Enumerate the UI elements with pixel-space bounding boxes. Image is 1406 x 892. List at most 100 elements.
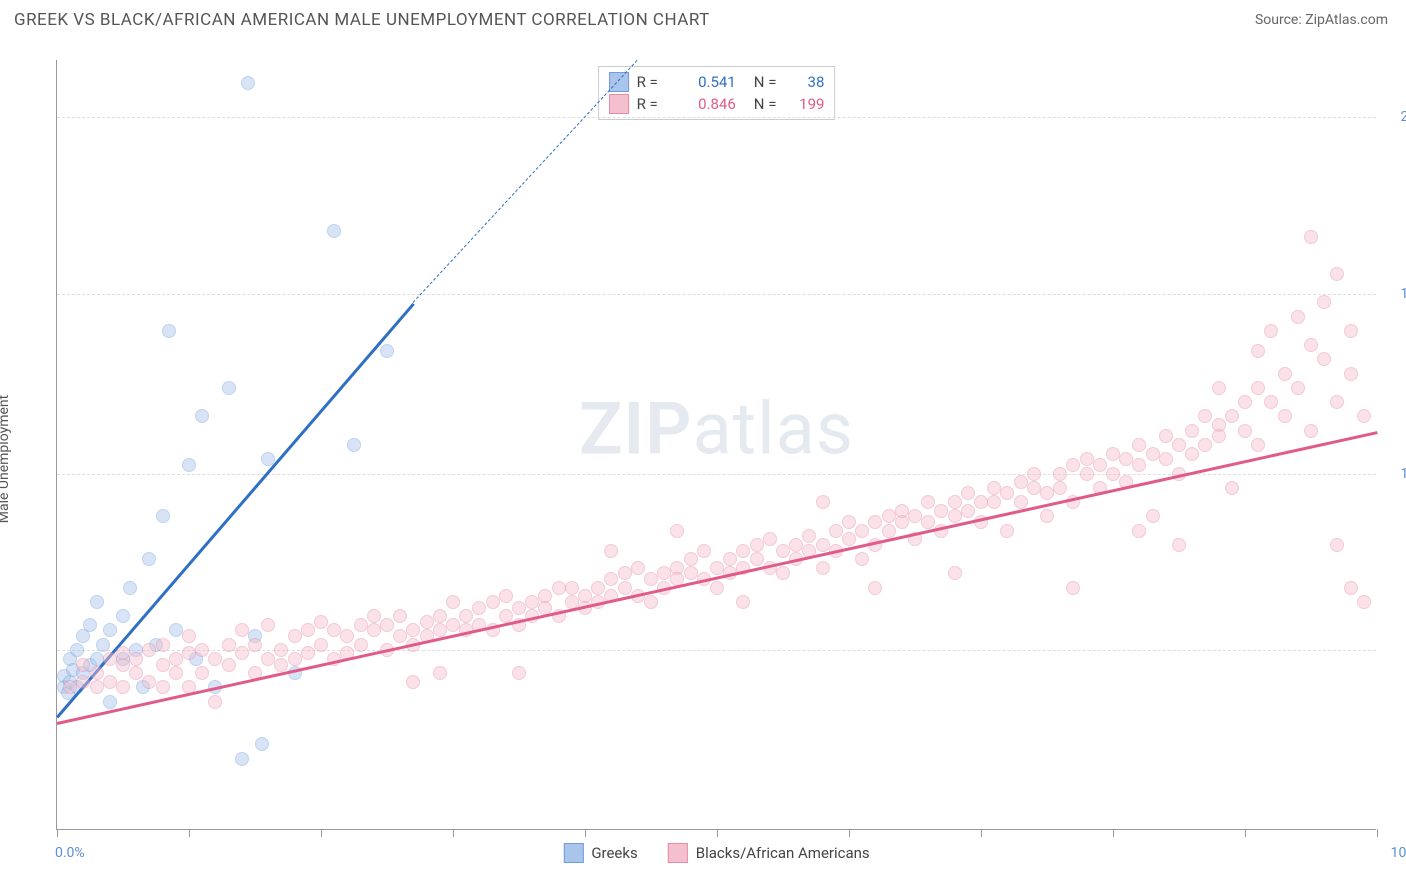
data-point — [1264, 395, 1278, 409]
data-point — [208, 652, 222, 666]
data-point — [156, 680, 170, 694]
data-point — [1132, 438, 1146, 452]
data-point — [70, 643, 84, 657]
data-point — [750, 552, 764, 566]
data-point — [750, 538, 764, 552]
data-point — [921, 515, 935, 529]
data-point — [1066, 581, 1080, 595]
data-point — [90, 680, 104, 694]
data-point — [1159, 429, 1173, 443]
data-point — [974, 495, 988, 509]
x-tick — [321, 829, 322, 837]
data-point — [182, 646, 196, 660]
data-point — [1251, 438, 1265, 452]
legend-swatch — [609, 72, 629, 92]
trend-line — [57, 431, 1378, 724]
data-point — [1119, 452, 1133, 466]
data-point — [868, 581, 882, 595]
data-point — [380, 344, 394, 358]
data-point — [116, 609, 130, 623]
data-point — [1317, 352, 1331, 366]
data-point — [116, 646, 130, 660]
data-point — [472, 601, 486, 615]
data-point — [1014, 495, 1028, 509]
data-point — [103, 623, 117, 637]
data-point — [618, 566, 632, 580]
data-point — [103, 675, 117, 689]
data-point — [723, 552, 737, 566]
data-point — [842, 515, 856, 529]
r-value: 0.541 — [666, 73, 736, 91]
data-point — [90, 595, 104, 609]
data-point — [83, 618, 97, 632]
legend-label: Greeks — [591, 844, 637, 862]
data-point — [1132, 524, 1146, 538]
data-point — [1330, 267, 1344, 281]
data-point — [1344, 581, 1358, 595]
correlation-legend: R =0.541N =38R =0.846N =199 — [598, 66, 836, 120]
data-point — [459, 609, 473, 623]
data-point — [1080, 452, 1094, 466]
data-point — [433, 666, 447, 680]
data-point — [908, 509, 922, 523]
legend-item: Greeks — [563, 843, 637, 863]
data-point — [1330, 395, 1344, 409]
data-point — [274, 658, 288, 672]
data-point — [1357, 595, 1371, 609]
data-point — [1225, 409, 1239, 423]
data-point — [433, 609, 447, 623]
legend-swatch — [668, 843, 688, 863]
x-tick — [981, 829, 982, 837]
data-point — [195, 666, 209, 680]
data-point — [499, 589, 513, 603]
data-point — [393, 609, 407, 623]
x-tick — [585, 829, 586, 837]
data-point — [433, 623, 447, 637]
data-point — [156, 658, 170, 672]
data-point — [367, 609, 381, 623]
data-point — [1330, 538, 1344, 552]
data-point — [987, 495, 1001, 509]
y-tick-label: 18.8% — [1400, 286, 1406, 302]
data-point — [182, 629, 196, 643]
data-point — [1000, 524, 1014, 538]
data-point — [314, 638, 328, 652]
data-point — [591, 581, 605, 595]
data-point — [241, 76, 255, 90]
data-point — [961, 504, 975, 518]
data-point — [921, 495, 935, 509]
data-point — [1027, 467, 1041, 481]
n-value: 199 — [784, 95, 824, 113]
data-point — [1304, 338, 1318, 352]
data-point — [301, 646, 315, 660]
data-point — [1251, 381, 1265, 395]
watermark-light: atlas — [692, 387, 854, 472]
data-point — [776, 566, 790, 580]
data-point — [961, 486, 975, 500]
data-point — [1198, 438, 1212, 452]
r-label: R = — [637, 95, 658, 113]
data-point — [604, 544, 618, 558]
data-point — [1159, 452, 1173, 466]
legend-item: Blacks/African Americans — [668, 843, 870, 863]
data-point — [948, 509, 962, 523]
data-point — [525, 595, 539, 609]
n-value: 38 — [784, 73, 824, 91]
data-point — [1278, 409, 1292, 423]
data-point — [195, 643, 209, 657]
data-point — [1146, 447, 1160, 461]
data-point — [274, 643, 288, 657]
data-point — [1344, 367, 1358, 381]
chart-header: GREEK VS BLACK/AFRICAN AMERICAN MALE UNE… — [0, 0, 1406, 36]
data-point — [156, 638, 170, 652]
data-point — [142, 643, 156, 657]
data-point — [1304, 230, 1318, 244]
x-tick — [453, 829, 454, 837]
gridline-h — [57, 294, 1376, 295]
data-point — [1238, 395, 1252, 409]
data-point — [1304, 424, 1318, 438]
data-point — [1264, 324, 1278, 338]
gridline-h — [57, 117, 1376, 118]
data-point — [63, 680, 77, 694]
data-point — [631, 561, 645, 575]
